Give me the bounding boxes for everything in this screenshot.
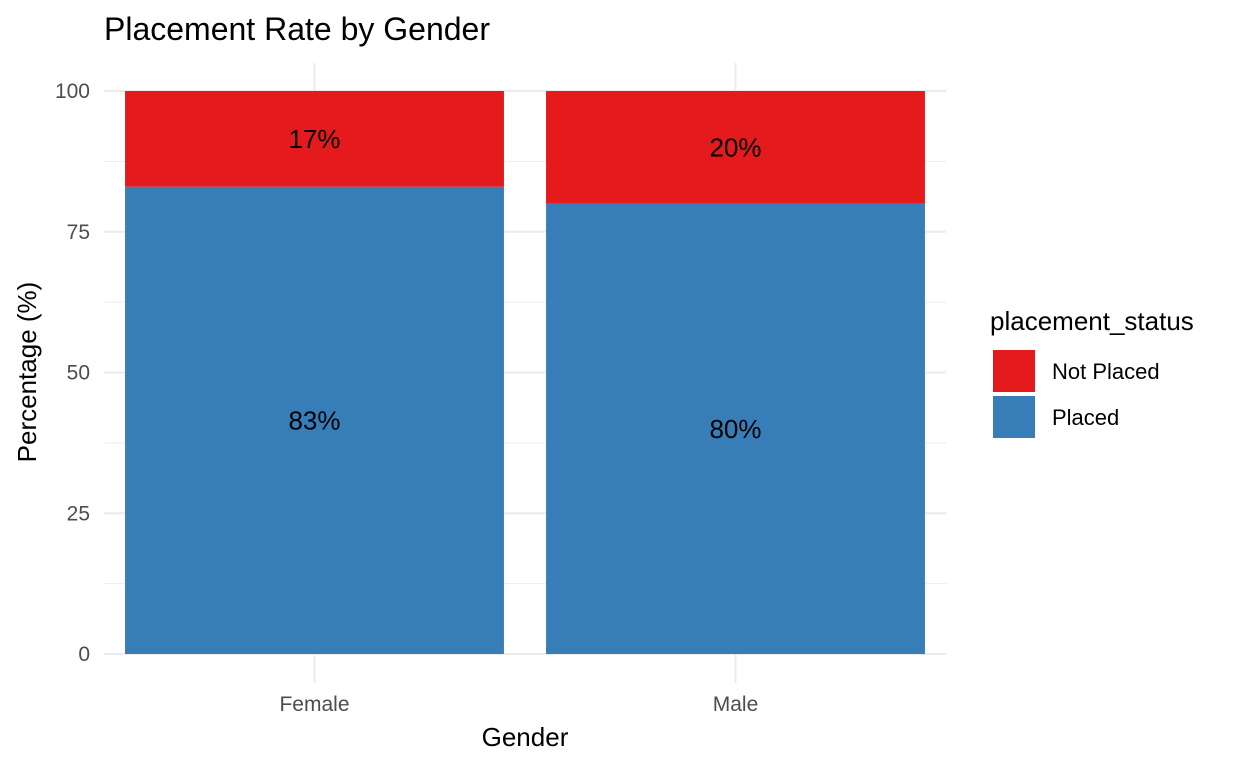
y-tick-label: 100 [55, 80, 90, 103]
y-tick-label: 50 [67, 362, 90, 385]
x-tick-label: Female [279, 693, 349, 716]
bar-not-placed-female [125, 91, 504, 187]
bar-label-placed-male: 80% [709, 414, 761, 444]
legend-swatch-placed [993, 396, 1035, 438]
y-axis-title: Percentage (%) [12, 282, 42, 463]
legend-entries: Not Placed Placed [993, 350, 1160, 438]
bar-placed-male [546, 203, 925, 654]
bar-label-not-placed-female: 17% [288, 124, 340, 154]
bar-label-not-placed-male: 20% [709, 132, 761, 162]
y-tick-label: 25 [67, 502, 90, 525]
bar-label-placed-female: 83% [288, 405, 340, 435]
y-tick-label: 75 [67, 221, 90, 244]
bar-placed-female [125, 186, 504, 654]
x-axis-title: Gender [482, 722, 569, 752]
x-tick-label: Male [713, 693, 759, 716]
legend-label-not-placed: Not Placed [1052, 359, 1160, 384]
legend-title: placement_status [990, 306, 1194, 336]
bar-labels: 83% 17% 80% 20% [288, 124, 761, 444]
y-tick-label: 0 [78, 643, 90, 666]
chart-title: Placement Rate by Gender [104, 11, 490, 47]
bar-not-placed-male [546, 91, 925, 204]
legend: placement_status Not Placed Placed [990, 306, 1194, 438]
bars [125, 91, 925, 654]
legend-swatch-not-placed [993, 350, 1035, 392]
legend-label-placed: Placed [1052, 405, 1119, 430]
x-axis-ticks: Female Male [279, 693, 758, 716]
y-axis-ticks: 0 25 50 75 100 [55, 80, 90, 666]
